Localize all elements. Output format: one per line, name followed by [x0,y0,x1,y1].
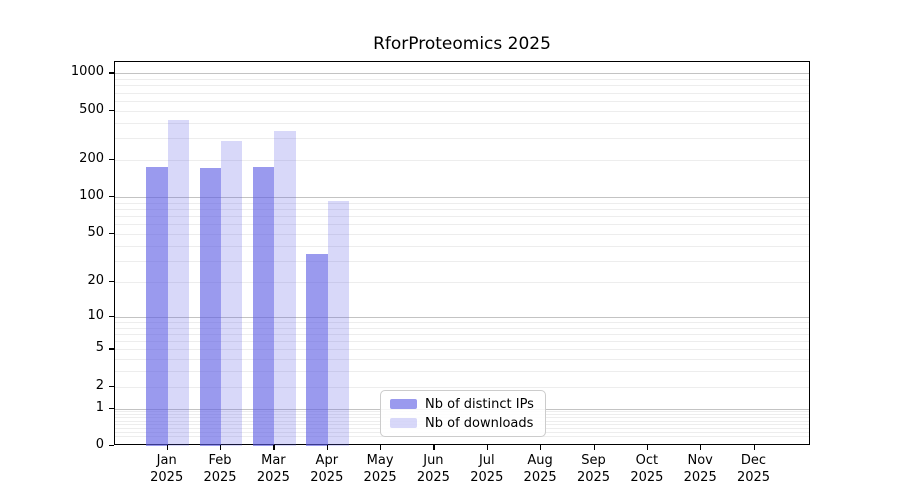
gridline [115,386,809,388]
x-tick-mark [486,445,489,450]
legend: Nb of distinct IPs Nb of downloads [380,390,546,437]
legend-swatch-downloads-icon [390,418,417,428]
gridline [115,79,809,80]
gridline [115,209,809,210]
y-tick-label: 20 [87,272,104,288]
x-tick-mark [220,445,222,450]
y-tick-label: 5 [95,340,104,356]
gridline [115,260,809,262]
gridline [115,316,809,318]
gridline [115,341,809,342]
x-tick-mark [753,445,755,450]
legend-swatch-distinct-ips-icon [390,399,417,409]
gridline [115,216,809,218]
x-tick-label: Jun 2025 [416,453,450,485]
y-tick-label: 0 [95,437,104,452]
gridline [115,233,809,235]
gridline [115,197,809,199]
x-tick-mark [326,445,329,450]
y-tick-label: 50 [87,224,104,240]
legend-item-downloads: Nb of downloads [390,416,536,431]
gridline [115,281,809,283]
y-tick-label: 200 [79,150,104,166]
gridline [115,245,809,247]
x-tick-mark [380,445,382,450]
plot-area [114,61,810,446]
y-tick-mark [109,280,114,283]
chart-title: RforProteomics 2025 [373,34,551,54]
x-tick-label: May 2025 [363,453,397,485]
y-tick-mark [109,407,114,409]
y-tick-mark [109,158,114,161]
bar-downloads-mar [274,130,296,446]
x-tick-label: Nov 2025 [683,453,717,485]
y-tick-label: 1 [95,399,104,415]
y-tick-mark [109,109,114,111]
x-tick-label: Aug 2025 [523,453,557,485]
bar-distinct-ips-mar [253,166,275,446]
x-tick-label: Jan 2025 [150,453,184,485]
x-tick-label: Apr 2025 [310,453,344,485]
gridline [115,138,809,140]
bar-downloads-feb [221,140,243,446]
x-tick-mark [433,445,435,450]
x-tick-label: Feb 2025 [203,453,237,485]
x-tick-label: Dec 2025 [736,453,771,485]
bar-downloads-jan [167,119,190,446]
bar-distinct-ips-jan [146,166,168,446]
legend-item-distinct-ips: Nb of distinct IPs [390,397,536,412]
y-tick-mark [109,196,114,198]
x-tick-mark [700,445,702,450]
bar-distinct-ips-apr [306,254,328,446]
gridline [115,359,809,361]
gridline [115,92,809,94]
y-tick-label: 10 [87,307,104,323]
x-tick-mark [593,445,595,450]
y-tick-mark [109,72,114,74]
gridline [115,333,809,335]
y-tick-label: 1000 [70,64,104,80]
gridline [115,122,809,124]
gridline [115,73,809,75]
gridline [115,371,809,373]
gridline [115,349,809,351]
legend-label-downloads: Nb of downloads [425,415,534,431]
y-tick-mark [109,232,114,235]
gridline [115,110,809,112]
x-tick-mark [540,445,542,450]
gridline [115,321,809,323]
y-tick-mark [109,348,114,350]
y-tick-label: 100 [79,188,104,204]
x-tick-label: Oct 2025 [630,453,664,485]
x-tick-label: Mar 2025 [256,453,290,485]
gridline [115,327,809,329]
x-tick-label: Jul 2025 [470,453,504,485]
gridline [115,224,809,226]
x-tick-mark [646,445,649,450]
y-tick-mark [109,445,114,447]
x-tick-mark [166,445,168,450]
y-tick-mark [109,315,114,317]
y-tick-label: 500 [79,101,104,117]
gridline [115,85,809,87]
x-tick-mark [273,445,275,450]
gridline [115,159,809,161]
bar-distinct-ips-feb [199,168,222,446]
bar-downloads-apr [327,200,350,446]
x-tick-label: Sep 2025 [576,453,611,485]
gridline [115,100,809,102]
y-tick-label: 2 [95,377,104,393]
legend-label-distinct-ips: Nb of distinct IPs [425,396,534,412]
y-tick-mark [109,385,114,387]
gridline [115,202,809,204]
